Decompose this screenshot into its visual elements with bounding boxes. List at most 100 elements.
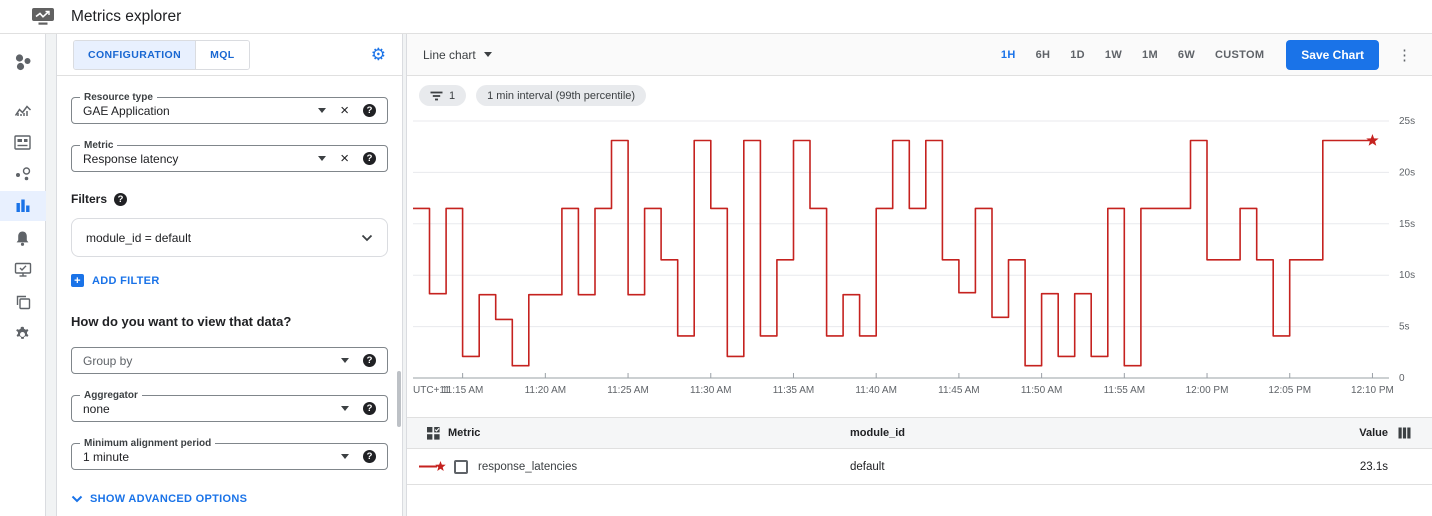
svg-text:11:35 AM: 11:35 AM — [773, 385, 815, 396]
dropdown-caret-icon — [483, 52, 492, 57]
config-form: Resource type GAE Application × ? Metric… — [57, 76, 402, 516]
svg-text:12:05 PM: 12:05 PM — [1268, 385, 1311, 396]
svg-text:11:55 AM: 11:55 AM — [1104, 385, 1146, 396]
sidebar-item-uptime-checks[interactable] — [0, 255, 46, 285]
time-range-1w[interactable]: 1W — [1104, 48, 1123, 61]
help-icon[interactable]: ? — [363, 104, 376, 117]
sidebar-item-settings[interactable] — [0, 319, 46, 349]
filters-label: Filters — [71, 192, 108, 206]
sidebar-item-services[interactable] — [0, 159, 46, 189]
configuration-panel: CONFIGURATION MQL ⚙ Resource type GAE App… — [56, 34, 403, 516]
svg-text:11:30 AM: 11:30 AM — [690, 385, 732, 396]
aggregator-label: Aggregator — [80, 390, 142, 401]
svg-text:UTC+11: UTC+11 — [413, 385, 450, 396]
resource-type-label: Resource type — [80, 92, 157, 103]
table-header-row: Metric module_id Value — [407, 418, 1432, 449]
clear-icon[interactable]: × — [340, 102, 349, 119]
column-settings-icon[interactable] — [1398, 427, 1411, 439]
sidebar-item-alerting[interactable] — [0, 223, 46, 253]
config-tab-group: CONFIGURATION MQL — [73, 39, 250, 70]
tab-configuration[interactable]: CONFIGURATION — [74, 40, 196, 69]
dropdown-caret-icon[interactable] — [318, 156, 327, 161]
save-chart-button[interactable]: Save Chart — [1286, 39, 1379, 70]
filter-list-icon — [430, 91, 443, 100]
sidebar-item-monitoring-home[interactable] — [0, 47, 46, 77]
row-checkbox[interactable] — [454, 459, 468, 474]
filter-module-id[interactable]: module_id = default — [71, 218, 388, 257]
metrics-table: Metric module_id Value — [407, 417, 1432, 485]
resource-type-field[interactable]: Resource type GAE Application × ? — [71, 92, 388, 124]
chevron-down-icon[interactable] — [361, 231, 373, 245]
tab-mql[interactable]: MQL — [195, 40, 249, 69]
dropdown-caret-icon[interactable] — [318, 108, 327, 113]
resource-type-value: GAE Application — [83, 103, 170, 118]
add-filter-label: ADD FILTER — [92, 274, 160, 287]
chart-type-dropdown[interactable]: Line chart — [423, 48, 492, 62]
chips-row: 1 1 min interval (99th percentile) — [407, 76, 1432, 108]
table-row[interactable]: response_latencies default 23.1s — [407, 449, 1432, 485]
svg-text:11:40 AM: 11:40 AM — [855, 385, 897, 396]
help-icon[interactable]: ? — [363, 152, 376, 165]
min-alignment-field[interactable]: Minimum alignment period 1 minute ? — [71, 438, 388, 470]
config-toolbar: CONFIGURATION MQL ⚙ — [57, 34, 402, 76]
help-icon[interactable]: ? — [363, 354, 376, 367]
dropdown-caret-icon[interactable] — [341, 358, 349, 363]
svg-text:11:15 AM: 11:15 AM — [442, 385, 484, 396]
row-value: 23.1s — [1359, 460, 1388, 473]
metric-value: Response latency — [83, 151, 179, 166]
help-icon[interactable]: ? — [114, 192, 128, 206]
svg-text:11:50 AM: 11:50 AM — [1021, 385, 1063, 396]
interval-chip[interactable]: 1 min interval (99th percentile) — [476, 85, 647, 106]
sidebar-item-groups[interactable] — [0, 287, 46, 317]
app-header: Metrics explorer — [0, 0, 1432, 34]
col-header-metric[interactable]: Metric — [448, 427, 481, 439]
dropdown-caret-icon[interactable] — [341, 406, 349, 411]
metric-field[interactable]: Metric Response latency × ? — [71, 140, 388, 172]
panel-scrollbar[interactable] — [397, 371, 401, 427]
svg-text:20s: 20s — [1399, 167, 1415, 178]
time-range-6w[interactable]: 6W — [1177, 48, 1196, 61]
left-nav-rail — [0, 34, 46, 516]
col-header-module-id[interactable]: module_id — [850, 427, 906, 439]
col-header-value[interactable]: Value — [1359, 427, 1388, 439]
chart-settings-gear-icon[interactable]: ⚙ — [370, 45, 386, 64]
svg-text:10s: 10s — [1399, 270, 1415, 281]
svg-text:11:45 AM: 11:45 AM — [938, 385, 980, 396]
time-range-6h[interactable]: 6H — [1035, 48, 1051, 61]
min-alignment-label: Minimum alignment period — [80, 438, 216, 449]
sidebar-item-metrics-explorer[interactable] — [0, 191, 46, 221]
show-advanced-label: SHOW ADVANCED OPTIONS — [90, 493, 248, 505]
filter-count: 1 — [449, 89, 456, 102]
min-alignment-value: 1 minute — [83, 449, 130, 464]
aggregator-field[interactable]: Aggregator none ? — [71, 390, 388, 422]
row-metric-name: response_latencies — [478, 460, 578, 473]
time-range-group: 1H 6H 1D 1W 1M 6W CUSTOM Save Chart ⋮ — [991, 39, 1416, 70]
interval-chip-label: 1 min interval (99th percentile) — [487, 89, 636, 102]
time-range-custom[interactable]: CUSTOM — [1215, 48, 1265, 61]
add-filter-button[interactable]: + ADD FILTER — [71, 274, 388, 287]
show-advanced-options-button[interactable]: SHOW ADVANCED OPTIONS — [71, 493, 388, 505]
filter-count-chip[interactable]: 1 — [419, 85, 467, 106]
group-by-field[interactable]: Group by ? — [71, 347, 388, 374]
clear-icon[interactable]: × — [340, 150, 349, 167]
svg-text:15s: 15s — [1399, 219, 1415, 230]
more-options-kebab-icon[interactable]: ⋮ — [1397, 46, 1412, 64]
svg-text:11:25 AM: 11:25 AM — [607, 385, 649, 396]
dropdown-caret-icon[interactable] — [341, 454, 349, 459]
sidebar-item-dashboards[interactable] — [0, 127, 46, 157]
svg-text:12:00 PM: 12:00 PM — [1186, 385, 1229, 396]
help-icon[interactable]: ? — [363, 450, 376, 463]
line-chart[interactable]: 0 5s 10s 15s 20s 25s UTC+11 11:15 AM 11:20 AM 11:… — [407, 108, 1432, 409]
aggregator-value: none — [83, 401, 110, 416]
time-range-1h[interactable]: 1H — [1000, 48, 1016, 61]
time-range-1m[interactable]: 1M — [1142, 48, 1158, 61]
chart-panel: Line chart 1H 6H 1D 1W 1M 6W CUSTOM Save Chart… — [406, 34, 1432, 516]
sidebar-item-metrics[interactable] — [0, 95, 46, 125]
add-box-icon: + — [71, 274, 84, 287]
page-title: Metrics explorer — [71, 7, 182, 25]
group-by-placeholder: Group by — [83, 353, 133, 368]
metric-label: Metric — [80, 140, 118, 151]
view-question-heading: How do you want to view that data? — [71, 314, 292, 329]
time-range-1d[interactable]: 1D — [1070, 48, 1085, 61]
help-icon[interactable]: ? — [363, 402, 376, 415]
